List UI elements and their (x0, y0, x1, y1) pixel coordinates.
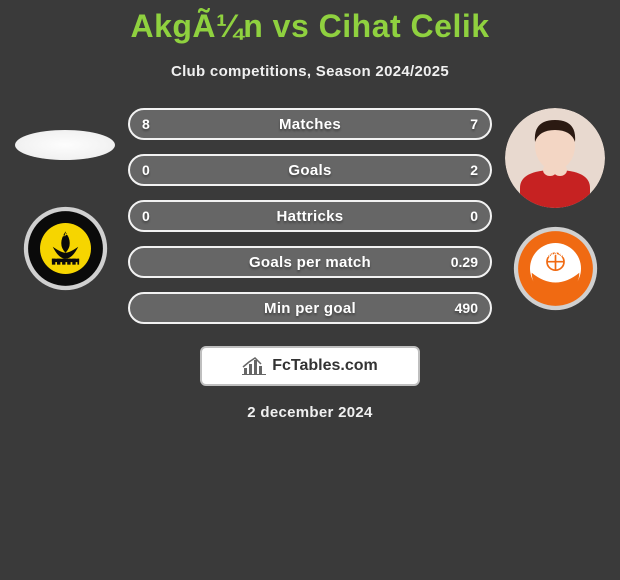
player-right-photo-svg (505, 108, 605, 208)
stat-left-value: 0 (142, 162, 150, 178)
subtitle: Club competitions, Season 2024/2025 (0, 63, 620, 80)
stat-right-value: 0 (470, 208, 478, 224)
stat-right-value: 490 (455, 300, 478, 316)
stat-bar-hattricks: 0 Hattricks 0 (128, 200, 492, 232)
stat-label: Goals (288, 162, 331, 179)
page-title: AkgÃ¼n vs Cihat Celik (0, 0, 620, 45)
stat-label: Matches (279, 116, 341, 133)
main-row: MALATYA 8 Matches 7 0 Goals 2 0 Hattrick… (0, 108, 620, 324)
footer-date: 2 december 2024 (0, 404, 620, 421)
comparison-infographic: AkgÃ¼n vs Cihat Celik Club competitions,… (0, 0, 620, 580)
bar-chart-icon (242, 357, 266, 375)
stat-bar-goals-per-match: Goals per match 0.29 (128, 246, 492, 278)
stat-label: Min per goal (264, 300, 356, 317)
player-left-photo-placeholder (15, 130, 115, 160)
left-column: MALATYA (10, 108, 120, 291)
stat-right-value: 0.29 (451, 254, 478, 270)
stat-bar-matches: 8 Matches 7 (128, 108, 492, 140)
club-left-badge: MALATYA (23, 206, 108, 291)
stat-bar-goals: 0 Goals 2 (128, 154, 492, 186)
stat-label: Goals per match (249, 254, 371, 271)
stat-bar-min-per-goal: Min per goal 490 (128, 292, 492, 324)
watermark: FcTables.com (200, 346, 420, 386)
stat-left-value: 0 (142, 208, 150, 224)
stat-right-value: 2 (470, 162, 478, 178)
club-left-badge-svg: MALATYA (23, 206, 108, 291)
stat-left-value: 8 (142, 116, 150, 132)
right-column: ADANASPOR (500, 108, 610, 311)
player-right-photo (505, 108, 605, 208)
stat-right-value: 7 (470, 116, 478, 132)
club-right-badge: ADANASPOR (513, 226, 598, 311)
club-right-badge-svg: ADANASPOR (513, 226, 598, 311)
stat-label: Hattricks (277, 208, 344, 225)
stat-bars: 8 Matches 7 0 Goals 2 0 Hattricks 0 Goal… (128, 108, 492, 324)
watermark-text: FcTables.com (272, 357, 378, 375)
